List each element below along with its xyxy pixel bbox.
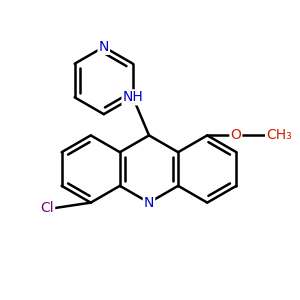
Text: O: O	[230, 128, 241, 142]
Text: Cl: Cl	[40, 201, 54, 215]
Text: CH₃: CH₃	[266, 128, 292, 142]
Text: N: N	[99, 40, 109, 54]
Text: N: N	[144, 196, 154, 210]
Text: NH: NH	[122, 90, 143, 104]
